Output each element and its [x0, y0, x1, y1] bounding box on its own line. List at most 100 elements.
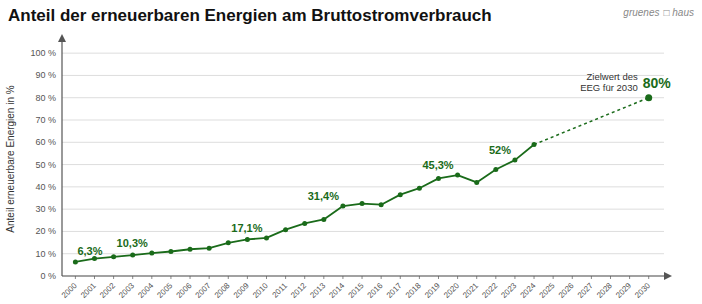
x-tick-label: 2024 — [519, 281, 538, 300]
labels: 6,3% 10,3% 17,1% 31,4% 45,3% 52% 80% — [77, 75, 671, 257]
y-axis — [61, 42, 62, 276]
x-tick-label: 2027 — [576, 281, 595, 300]
x-tick-label: 2010 — [251, 281, 270, 300]
y-tick-label: 100 % — [30, 48, 56, 58]
point — [226, 240, 231, 245]
axes — [58, 34, 672, 280]
grid-line — [62, 97, 664, 98]
x-tick-label: 2029 — [614, 281, 633, 300]
grid-line — [62, 209, 664, 210]
grid — [62, 53, 664, 276]
point — [130, 253, 135, 258]
x-tick-label: 2001 — [79, 281, 98, 300]
y-tick-label: 40 % — [35, 182, 56, 192]
grid-line — [62, 120, 664, 121]
x-tick-label: 2025 — [538, 281, 557, 300]
x-tick-label: 2017 — [385, 281, 404, 300]
point — [379, 202, 384, 207]
y-tick-label: 10 % — [35, 249, 56, 259]
point — [302, 221, 307, 226]
x-ticks: 2000200120022003200420052006200720082009… — [60, 276, 653, 300]
data-label: 6,3% — [77, 245, 102, 257]
annotation: Zielwert des — [586, 71, 637, 82]
point — [455, 173, 460, 178]
y-ticks: 0 %10 %20 %30 %40 %50 %60 %70 %80 %90 %1… — [30, 48, 56, 281]
title: Anteil der erneuerbaren Energien am Brut… — [8, 6, 492, 25]
x-axis — [62, 275, 664, 276]
x-tick-label: 2008 — [213, 281, 232, 300]
data-label: 17,1% — [231, 222, 262, 234]
y-axis-arrow — [58, 34, 66, 42]
data — [73, 94, 652, 264]
point — [321, 217, 326, 222]
data-label: 52% — [489, 144, 511, 156]
point — [493, 167, 498, 172]
point — [474, 180, 479, 185]
data-label: 80% — [643, 75, 672, 91]
y-tick-label: 0 % — [40, 271, 56, 281]
grid-line — [62, 276, 664, 277]
y-tick-label: 80 % — [35, 93, 56, 103]
point — [207, 246, 212, 251]
y-tick-label: 20 % — [35, 226, 56, 236]
point — [73, 259, 78, 264]
point — [188, 247, 193, 252]
x-tick-label: 2000 — [60, 281, 79, 300]
point — [512, 158, 517, 163]
x-tick-label: 2018 — [404, 281, 423, 300]
x-tick-label: 2015 — [347, 281, 366, 300]
x-tick-label: 2003 — [117, 281, 136, 300]
x-tick-label: 2023 — [499, 281, 518, 300]
x-tick-label: 2019 — [423, 281, 442, 300]
point — [168, 249, 173, 254]
point — [340, 204, 345, 209]
x-tick-label: 2006 — [175, 281, 194, 300]
chart: Anteil der erneuerbaren Energien am Brut… — [0, 0, 702, 304]
x-tick-label: 2005 — [155, 281, 174, 300]
point — [149, 251, 154, 256]
data-label: 31,4% — [308, 190, 339, 202]
y-axis-label: Anteil erneuerbare Energien in % — [5, 85, 16, 232]
grid-line — [62, 164, 664, 165]
y-tick-label: 30 % — [35, 204, 56, 214]
line — [75, 145, 534, 262]
y-tick-label: 70 % — [35, 115, 56, 125]
x-tick-label: 2026 — [557, 281, 576, 300]
projection-line — [534, 98, 649, 145]
logo-text: □ haus — [663, 7, 694, 18]
x-tick-label: 2013 — [308, 281, 327, 300]
x-tick-label: 2011 — [270, 281, 289, 300]
grid-line — [62, 186, 664, 187]
x-tick-label: 2007 — [194, 281, 213, 300]
annotations: Zielwert desEEG für 2030 — [580, 71, 638, 93]
x-tick-label: 2020 — [442, 281, 461, 300]
x-tick-label: 2021 — [461, 281, 480, 300]
point — [111, 254, 116, 259]
x-tick-label: 2002 — [98, 281, 117, 300]
logo-text: gruenes — [623, 7, 659, 18]
x-tick-label: 2030 — [633, 281, 652, 300]
point — [645, 94, 652, 101]
x-tick-label: 2012 — [289, 281, 308, 300]
x-tick-label: 2016 — [366, 281, 385, 300]
x-axis-arrow — [664, 272, 672, 280]
data-label: 10,3% — [117, 237, 148, 249]
point — [398, 192, 403, 197]
x-tick-label: 2009 — [232, 281, 251, 300]
y-tick-label: 60 % — [35, 137, 56, 147]
point — [436, 176, 441, 181]
point — [264, 235, 269, 240]
x-tick-label: 2028 — [595, 281, 614, 300]
point — [360, 201, 365, 206]
grid-line — [62, 231, 664, 232]
grid-line — [62, 75, 664, 76]
grid-line — [62, 142, 664, 143]
annotation: EEG für 2030 — [580, 82, 638, 93]
x-tick-label: 2022 — [480, 281, 499, 300]
x-tick-label: 2014 — [327, 281, 346, 300]
y-tick-label: 50 % — [35, 160, 56, 170]
data-label: 45,3% — [422, 159, 453, 171]
grid-line — [62, 53, 664, 54]
point — [417, 186, 422, 191]
logo: □ haus gruenes — [623, 7, 694, 18]
